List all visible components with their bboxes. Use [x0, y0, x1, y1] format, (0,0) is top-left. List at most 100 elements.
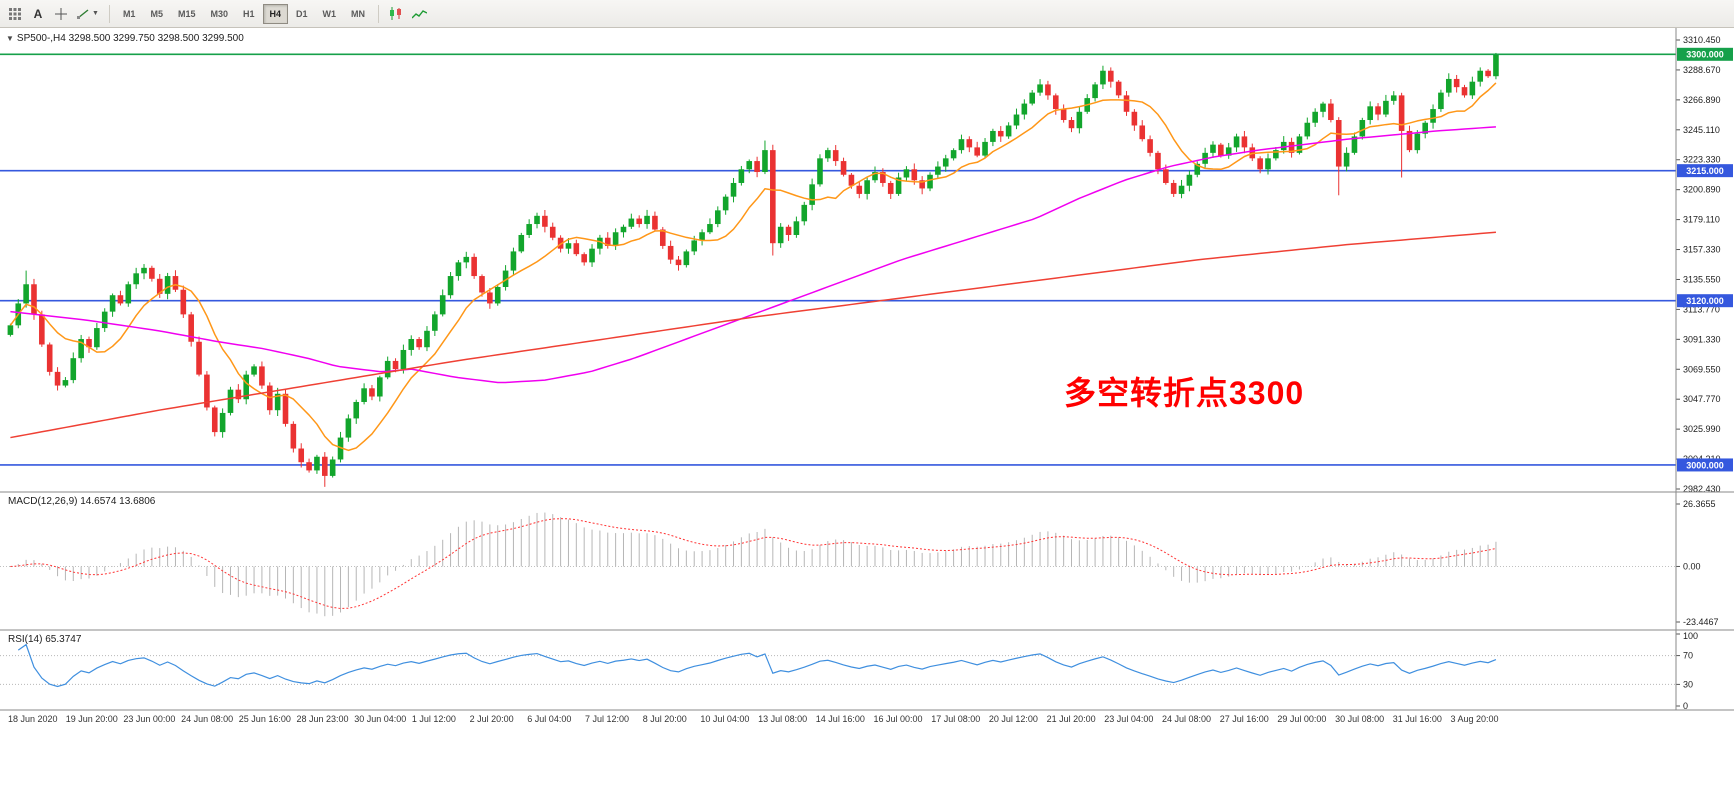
time-axis-label: 17 Jul 08:00	[931, 714, 980, 724]
symbol-caret-icon: ▼	[6, 34, 14, 43]
time-axis-label: 24 Jun 08:00	[181, 714, 233, 724]
time-axis-label: 16 Jul 00:00	[874, 714, 923, 724]
ma-line-slow	[10, 231, 1497, 439]
time-axis-label: 25 Jun 16:00	[239, 714, 291, 724]
price-tick-label: 3069.550	[1683, 364, 1721, 374]
macd-indicator-label: MACD(12,26,9) 14.6574 13.6806	[8, 496, 156, 507]
time-axis-label: 31 Jul 16:00	[1393, 714, 1442, 724]
main-toolbar: A ▼ M1 M5 M15 M30 H1 H4 D1 W1 MN	[0, 0, 1734, 28]
crosshair-tool-button[interactable]	[50, 3, 72, 25]
chart-canvas[interactable]: 3310.450 3288.670 3266.890 3245.110 3223.330…	[0, 28, 1734, 799]
hlines-layer[interactable]	[0, 53, 1676, 466]
price-tick-label: 3288.670	[1683, 65, 1721, 75]
time-axis-label: 1 Jul 12:00	[412, 714, 456, 724]
charts-menu-button[interactable]	[4, 3, 26, 25]
separators-layer	[0, 28, 1734, 711]
toolbar-separator	[378, 4, 380, 23]
price-tick-label: 3113.770	[1683, 304, 1720, 314]
timeframe-button-h4[interactable]: H4	[262, 3, 289, 24]
macd-signal-line	[10, 518, 1497, 609]
time-axis-label: 21 Jul 20:00	[1047, 714, 1096, 724]
moving-averages-layer	[9, 82, 1497, 452]
candle-chart-type-button[interactable]	[385, 3, 407, 25]
time-axis-label: 7 Jul 12:00	[585, 714, 629, 724]
time-axis-label: 3 Aug 20:00	[1451, 714, 1499, 724]
time-axis-label: 24 Jul 08:00	[1162, 714, 1211, 724]
timeframe-button-mn[interactable]: MN	[344, 4, 372, 24]
time-axis-label: 23 Jun 00:00	[123, 714, 175, 724]
timeframe-button-h1[interactable]: H1	[236, 4, 262, 24]
timeframe-button-m30[interactable]: M30	[203, 4, 235, 24]
text-tool-label: A	[33, 6, 43, 21]
rsi-tick-label: 70	[1683, 651, 1693, 661]
time-axis-label: 23 Jul 04:00	[1104, 714, 1153, 724]
crosshair-icon	[55, 7, 67, 20]
time-axis-label: 27 Jul 16:00	[1220, 714, 1269, 724]
time-axis-label: 28 Jun 23:00	[297, 714, 349, 724]
timeframe-button-w1[interactable]: W1	[316, 4, 344, 24]
macd-tick-label: 26.3655	[1683, 499, 1716, 509]
line-chart-icon	[412, 9, 428, 18]
ma-line-mid	[10, 126, 1496, 384]
time-axis-label: 2 Jul 20:00	[470, 714, 514, 724]
price-tick-label: 2982.430	[1683, 484, 1721, 494]
price-axis-layer: 3310.450 3288.670 3266.890 3245.110 3223.330…	[1676, 35, 1733, 494]
time-axis-label: 30 Jun 04:00	[354, 714, 406, 724]
rsi-line	[17, 643, 1497, 688]
time-axis-label: 19 Jun 20:00	[66, 714, 118, 724]
macd-layer: 26.3655 0.00 -23.4467	[0, 499, 1719, 627]
time-axis-label: 13 Jul 08:00	[758, 714, 807, 724]
price-badge	[1677, 164, 1733, 178]
rsi-indicator-label: RSI(14) 65.3747	[8, 634, 82, 645]
price-badge	[1677, 294, 1733, 308]
price-tick-label: 3091.330	[1683, 334, 1721, 344]
price-tick-label: 3266.890	[1683, 95, 1721, 105]
grid-icon	[9, 7, 21, 20]
symbol-ohlc-text: SP500-,H4 3298.500 3299.750 3298.500 329…	[16, 33, 244, 44]
text-tool-button[interactable]: A	[27, 3, 49, 25]
timeframe-group: M1 M5 M15 M30 H1 H4 D1 W1 MN	[116, 3, 372, 24]
chart-annotation-text[interactable]: 多空转折点3300	[1064, 375, 1305, 411]
price-tick-label: 3245.110	[1683, 125, 1720, 135]
macd-tick-label: -23.4467	[1683, 617, 1719, 627]
time-axis-label: 18 Jun 2020	[8, 714, 58, 724]
price-badge-label: 3300.000	[1686, 50, 1724, 60]
rsi-tick-label: 30	[1683, 679, 1693, 689]
time-axis-label: 20 Jul 12:00	[989, 714, 1038, 724]
price-badge	[1677, 47, 1733, 61]
timeframe-button-m1[interactable]: M1	[116, 4, 143, 24]
price-tick-label: 3179.110	[1683, 215, 1720, 225]
time-axis-label: 10 Jul 04:00	[700, 714, 749, 724]
rsi-tick-label: 100	[1683, 631, 1698, 641]
price-badge-label: 3215.000	[1686, 166, 1724, 176]
symbol-header: ▼ SP500-,H4 3298.500 3299.750 3298.500 32…	[6, 33, 244, 44]
time-axis-label: 6 Jul 04:00	[527, 714, 571, 724]
drawing-tools-dropdown[interactable]: ▼	[73, 3, 103, 25]
price-tick-label: 3157.330	[1683, 245, 1721, 255]
price-tick-label: 3310.450	[1683, 35, 1721, 45]
time-axis-label: 29 Jul 00:00	[1277, 714, 1326, 724]
candles-layer	[7, 52, 1499, 487]
rsi-tick-label: 0	[1683, 701, 1688, 711]
price-tick-label: 3047.770	[1683, 394, 1721, 404]
drawing-tools-icon	[77, 8, 89, 19]
price-tick-label: 3223.330	[1683, 155, 1721, 165]
time-axis-label: 8 Jul 20:00	[643, 714, 687, 724]
time-axis-layer[interactable]: 18 Jun 2020 19 Jun 20:00 23 Jun 00:00 24 Ju…	[8, 714, 1499, 724]
price-tick-label: 3025.990	[1683, 424, 1721, 434]
time-axis-label: 14 Jul 16:00	[816, 714, 865, 724]
line-chart-type-button[interactable]	[408, 3, 431, 25]
time-axis-label: 30 Jul 08:00	[1335, 714, 1384, 724]
candlestick-chart-icon	[390, 7, 402, 20]
ma-line-fast	[9, 82, 1497, 452]
rsi-layer: 100 70 30 0	[0, 631, 1698, 711]
price-tick-label: 3200.890	[1683, 185, 1721, 195]
price-tick-label: 3135.550	[1683, 274, 1721, 284]
price-badge	[1677, 458, 1733, 472]
macd-tick-label: 0.00	[1683, 561, 1701, 571]
timeframe-button-d1[interactable]: D1	[289, 4, 315, 24]
price-badge-label: 3000.000	[1686, 460, 1724, 470]
timeframe-button-m5[interactable]: M5	[143, 4, 170, 24]
timeframe-button-m15[interactable]: M15	[171, 4, 203, 24]
